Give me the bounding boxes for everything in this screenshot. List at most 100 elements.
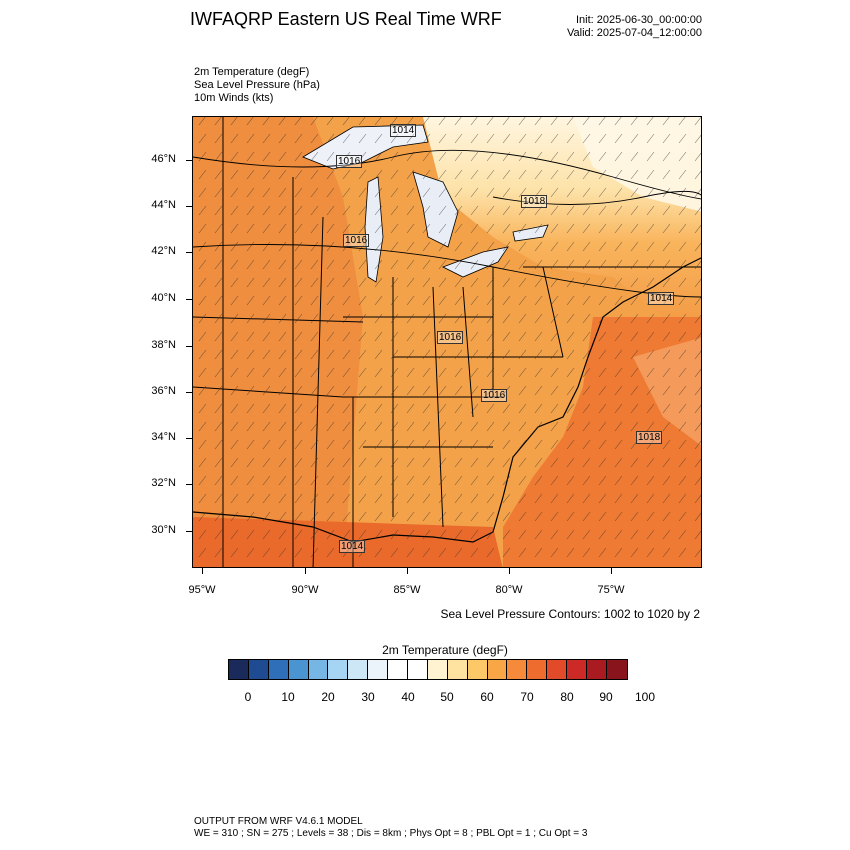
- wind-barb: [454, 205, 463, 216]
- wind-barb: [374, 475, 383, 486]
- wind-barb: [662, 439, 671, 450]
- wind-barb: [246, 277, 255, 288]
- wind-barb: [662, 277, 671, 288]
- wind-barb: [406, 529, 415, 540]
- colorbar: [228, 659, 628, 680]
- wind-barb: [326, 205, 335, 216]
- wind-barb: [694, 440, 701, 450]
- wind-barb: [390, 529, 399, 540]
- wind-barb: [422, 457, 431, 468]
- wind-barb: [246, 205, 255, 216]
- wind-barb: [262, 277, 271, 288]
- wind-barb: [262, 457, 271, 468]
- wind-barb: [614, 223, 623, 234]
- wind-barb: [566, 547, 575, 558]
- wind-barb: [582, 493, 591, 504]
- wind-barb: [662, 241, 671, 252]
- wind-barb: [294, 529, 303, 540]
- wind-barb: [470, 403, 479, 414]
- wind-barb: [310, 421, 319, 432]
- wind-barb: [550, 367, 559, 378]
- wind-barb: [246, 313, 255, 324]
- colorbar-cell: [248, 660, 269, 679]
- wind-barb: [246, 403, 255, 414]
- wind-barb: [470, 349, 479, 360]
- wind-barb: [454, 133, 463, 144]
- wind-barb: [230, 529, 239, 540]
- wind-barb: [262, 349, 271, 360]
- wind-barb: [230, 331, 239, 342]
- wind-barb: [598, 277, 607, 288]
- wind-barb: [646, 151, 655, 162]
- wind-barb: [630, 547, 639, 558]
- colorbar-cell: [567, 660, 588, 679]
- wind-barb: [390, 313, 399, 324]
- wind-barb: [358, 277, 367, 288]
- wind-barb: [198, 367, 207, 378]
- wind-barb: [438, 151, 447, 162]
- wind-barb: [198, 277, 207, 288]
- wind-barb: [662, 511, 671, 522]
- wind-barb: [566, 457, 575, 468]
- wind-barb: [406, 511, 415, 522]
- wind-barb: [454, 547, 463, 558]
- wind-barb: [582, 529, 591, 540]
- wind-barb: [214, 133, 223, 144]
- wind-barb: [214, 403, 223, 414]
- wind-barb: [326, 169, 335, 180]
- wind-barb: [502, 547, 511, 558]
- wind-barb: [262, 529, 271, 540]
- colorbar-label: 90: [599, 690, 613, 704]
- wind-barb: [678, 457, 687, 468]
- wind-barb: [374, 493, 383, 504]
- wind-barb: [630, 529, 639, 540]
- wind-barb: [390, 259, 399, 270]
- wind-barb: [566, 439, 575, 450]
- slp-label: 1018: [521, 195, 548, 208]
- wind-barb: [598, 421, 607, 432]
- wind-barb: [630, 511, 639, 522]
- wind-barb: [342, 493, 351, 504]
- wind-barb: [550, 133, 559, 144]
- wind-barb: [278, 151, 287, 162]
- wind-barb: [486, 117, 494, 126]
- wind-barb: [486, 169, 495, 180]
- wind-barb: [534, 421, 543, 432]
- wind-barb: [470, 151, 479, 162]
- wind-barb: [582, 133, 591, 144]
- wind-barb: [550, 187, 559, 198]
- wind-barb: [598, 439, 607, 450]
- wind-barb: [662, 475, 671, 486]
- wind-barb: [614, 331, 623, 342]
- wind-barb: [550, 295, 559, 306]
- wind-barb: [534, 223, 543, 234]
- wind-barb: [294, 295, 303, 306]
- wind-barb: [614, 385, 623, 396]
- wind-barb: [502, 421, 511, 432]
- wind-barb: [486, 547, 495, 558]
- wind-barb: [678, 475, 687, 486]
- lat-tick: [186, 206, 192, 207]
- wind-barb: [614, 439, 623, 450]
- wind-barb: [422, 493, 431, 504]
- wind-barb: [486, 331, 495, 342]
- wind-barb: [326, 403, 335, 414]
- wind-barb: [582, 205, 591, 216]
- wind-barb: [374, 331, 383, 342]
- wind-barb: [614, 421, 623, 432]
- wind-barb: [422, 403, 431, 414]
- wind-barb: [278, 547, 287, 558]
- wind-barb: [438, 313, 447, 324]
- wind-barb: [438, 349, 447, 360]
- wind-barb: [694, 224, 701, 234]
- wind-barb: [646, 493, 655, 504]
- wind-barb: [278, 421, 287, 432]
- wind-barb: [374, 169, 383, 180]
- wind-barb: [534, 313, 543, 324]
- wind-barb: [374, 457, 383, 468]
- wind-barb: [438, 117, 446, 126]
- wind-barb: [694, 548, 701, 558]
- wind-barb: [694, 386, 701, 396]
- wind-barb: [230, 187, 239, 198]
- wind-barb: [502, 151, 511, 162]
